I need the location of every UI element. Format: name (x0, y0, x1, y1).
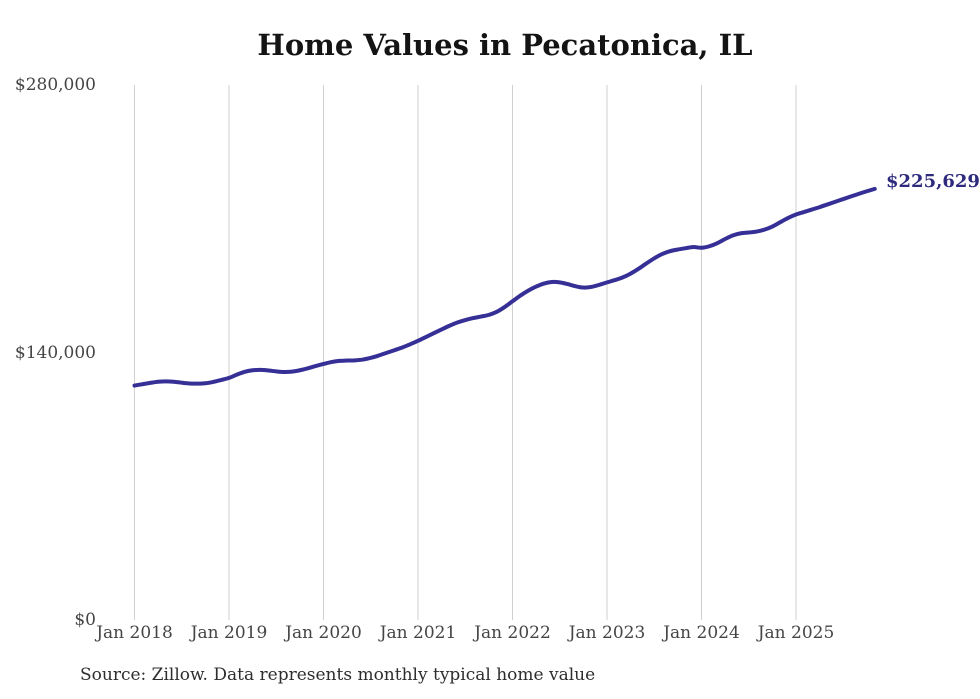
x-tick-label: Jan 2025 (757, 623, 835, 643)
home-value-series-line (132, 186, 877, 388)
y-tick-label: $0 (74, 610, 96, 630)
x-tick-label: Jan 2023 (568, 623, 646, 643)
chart-title: Home Values in Pecatonica, IL (257, 28, 753, 62)
y-tick-label: $140,000 (14, 342, 96, 363)
x-tick-label: Jan 2021 (379, 623, 457, 643)
x-tick-label: Jan 2020 (285, 623, 362, 643)
x-tick-label: Jan 2018 (96, 623, 173, 643)
x-tick-label: Jan 2024 (663, 623, 740, 643)
source-note: Source: Zillow. Data represents monthly … (80, 665, 596, 685)
x-tick-label: Jan 2019 (190, 623, 268, 643)
latest-value-label: $225,629 (886, 171, 980, 192)
x-tick-label: Jan 2022 (474, 623, 551, 643)
y-tick-label: $280,000 (14, 75, 96, 95)
